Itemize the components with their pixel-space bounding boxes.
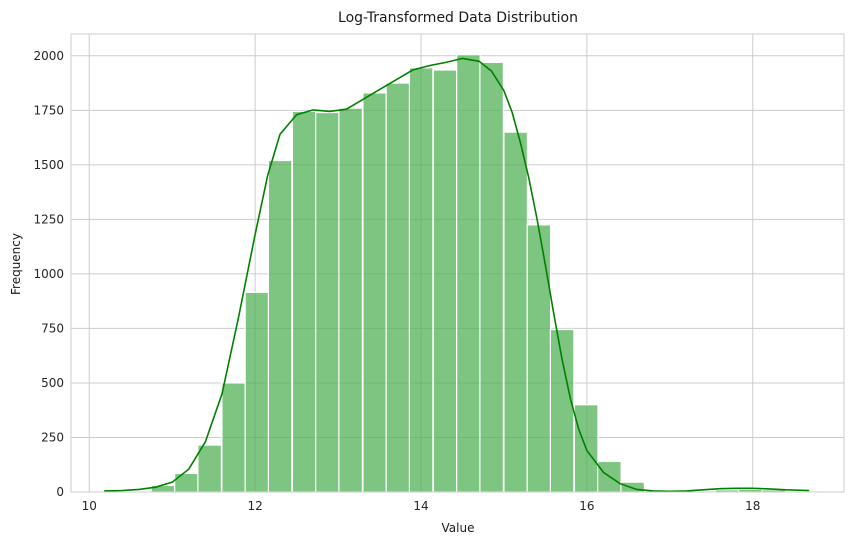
y-tick-label: 1750	[33, 103, 64, 117]
histogram-bar	[197, 444, 222, 493]
histogram-bar	[244, 291, 270, 493]
x-tick-label: 12	[247, 499, 262, 513]
x-axis-label: Value	[442, 521, 475, 535]
histogram-bar	[315, 111, 340, 493]
histogram-bar	[267, 159, 293, 493]
y-tick-label: 1250	[33, 212, 64, 226]
histogram-bar	[150, 484, 176, 493]
y-tick-label: 250	[41, 430, 64, 444]
histogram-bar	[174, 472, 199, 493]
histogram-bar	[526, 224, 552, 493]
histogram-bar	[338, 107, 363, 493]
y-tick-label: 1000	[33, 267, 64, 281]
histogram-bar	[432, 69, 458, 493]
histogram-bar	[362, 92, 388, 493]
y-tick-label: 500	[41, 376, 64, 390]
y-tick-label: 2000	[33, 49, 64, 63]
chart-title: Log-Transformed Data Distribution	[338, 10, 578, 26]
x-tick-label: 14	[413, 499, 428, 513]
x-tick-label: 16	[579, 499, 594, 513]
x-tick-label: 10	[82, 499, 97, 513]
x-tick-label: 18	[745, 499, 760, 513]
y-tick-label: 0	[56, 485, 64, 499]
histogram-bar	[385, 82, 411, 493]
y-tick-label: 1500	[33, 158, 64, 172]
histogram-bar	[456, 54, 481, 493]
histogram-bars	[103, 54, 811, 493]
histogram-bar	[479, 61, 504, 493]
y-axis-label: Frequency	[9, 233, 23, 295]
plot-frame	[70, 33, 845, 493]
histogram-bar	[549, 328, 575, 493]
y-tick-label: 750	[41, 321, 64, 335]
histogram-bar	[408, 67, 434, 493]
tick-labels: 10 12 14 16 18 0 250 500 750 1000 1250 1500 1750 2000	[33, 49, 760, 513]
histogram-bar	[291, 110, 317, 493]
kde-curve	[104, 57, 810, 493]
histogram-bar	[503, 131, 529, 493]
histogram-bar	[221, 382, 247, 493]
